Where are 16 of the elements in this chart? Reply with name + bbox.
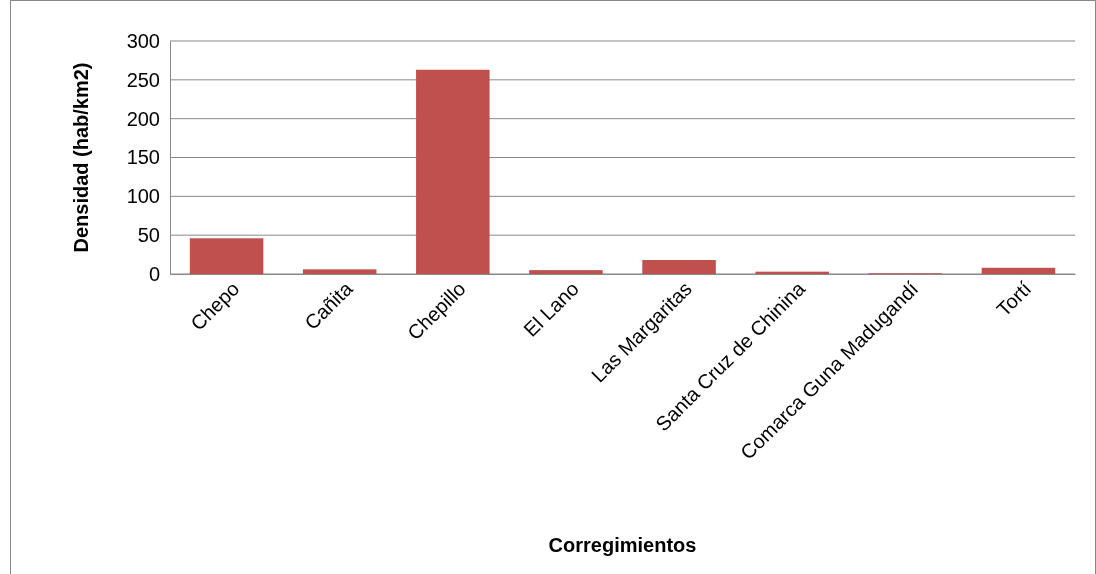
bar — [642, 260, 716, 274]
y-tick-label: 250 — [126, 68, 160, 91]
y-tick-label: 100 — [126, 185, 160, 208]
bar — [189, 238, 264, 274]
y-tick-label: 0 — [148, 262, 160, 285]
y-axis-title: Densidad (hab/km2) — [70, 62, 92, 253]
y-tick-label: 200 — [126, 107, 160, 130]
bar — [302, 269, 377, 274]
bar — [529, 270, 603, 274]
bar — [416, 69, 490, 274]
x-axis-title: Corregimientos — [548, 534, 697, 556]
bar — [981, 267, 1056, 274]
y-tick-label: 50 — [137, 224, 160, 247]
x-tick-label: Tortí — [992, 277, 1036, 321]
y-tick-label: 300 — [126, 29, 160, 52]
y-tick-label: 150 — [126, 146, 160, 169]
